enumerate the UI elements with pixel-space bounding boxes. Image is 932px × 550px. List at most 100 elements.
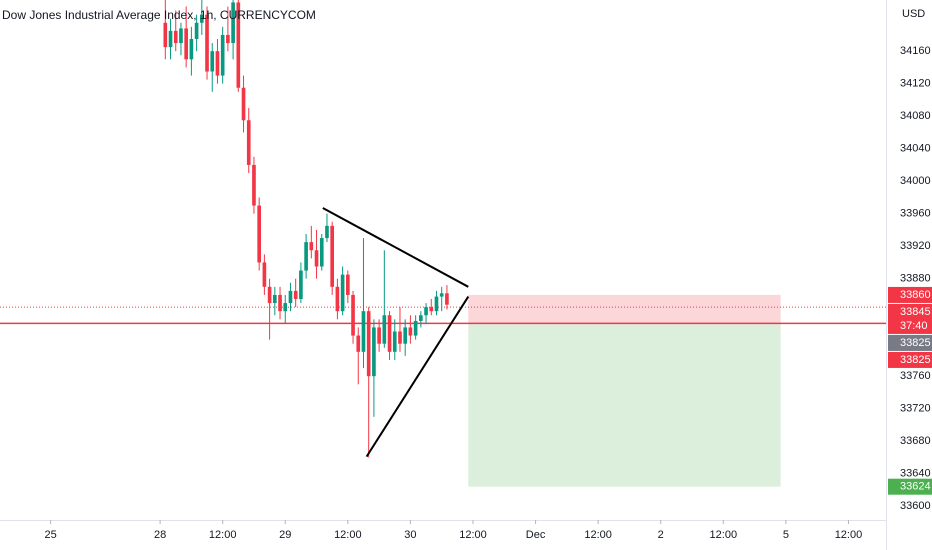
y-tick-label: 33880	[900, 273, 931, 285]
candle-body	[356, 335, 361, 352]
candle-body	[387, 315, 392, 352]
candle-body	[445, 293, 449, 305]
candle-body	[215, 51, 220, 76]
candle-body	[408, 327, 413, 336]
chart-title: Dow Jones Industrial Average Index, 1h, …	[2, 8, 316, 22]
x-tick-label: 29	[279, 529, 291, 541]
candle-body	[288, 290, 293, 304]
candle-body	[278, 294, 282, 312]
candle-body	[366, 311, 371, 377]
stop-zone	[468, 294, 781, 324]
y-tick-label: 34040	[900, 143, 931, 155]
candle-body	[325, 225, 329, 239]
candle-body	[335, 286, 340, 312]
x-tick-label: Dec	[526, 529, 546, 541]
candle-body	[429, 307, 434, 312]
candle-body	[163, 22, 168, 48]
y-tick-label: 34120	[900, 78, 931, 90]
candle-body	[179, 28, 183, 44]
price-label: 33825	[900, 337, 931, 349]
price-label-bg	[888, 334, 932, 351]
y-tick-label: 34000	[900, 175, 931, 187]
candle-body	[262, 262, 267, 287]
candle-body	[246, 120, 251, 165]
candle-body	[392, 331, 397, 352]
price-label: 33825	[900, 354, 931, 366]
candle-body	[419, 315, 423, 321]
candle-body	[283, 303, 288, 312]
x-tick-label: 5	[783, 529, 789, 541]
candle-body	[205, 14, 209, 72]
x-tick-label: 28	[154, 529, 166, 541]
x-tick-label: 12:00	[459, 529, 487, 541]
y-tick-label: 33720	[900, 403, 931, 415]
candle-body	[314, 250, 319, 267]
candle-body	[299, 270, 303, 299]
candle-body	[189, 39, 194, 60]
price-label: 33845	[900, 306, 931, 318]
candle-body	[439, 293, 444, 297]
x-tick-label: 12:00	[334, 529, 362, 541]
candle-body	[346, 274, 350, 295]
candle-body	[210, 51, 215, 72]
candle-body	[361, 311, 366, 352]
price-label-bg	[888, 351, 932, 368]
y-tick-label: 33920	[900, 240, 931, 252]
candle-body	[398, 331, 402, 344]
candle-body	[319, 238, 324, 267]
y-tick-label: 34160	[900, 45, 931, 57]
candle-body	[434, 296, 439, 312]
candle-body	[236, 2, 241, 88]
y-tick-label: 33600	[900, 500, 931, 512]
plot-area	[0, 0, 886, 487]
candle-body	[330, 225, 335, 287]
y-tick-label: 33960	[900, 208, 931, 220]
candle-body	[340, 274, 345, 312]
y-tick-label: 33760	[900, 370, 931, 382]
candle-body	[351, 294, 355, 336]
candle-body	[231, 2, 235, 44]
candle-body	[304, 242, 308, 271]
countdown-label: 37:40	[900, 320, 928, 332]
axes: 33600 33640 33680 33720 33760 33880 33920 33960…	[44, 45, 932, 541]
candle-body	[241, 87, 246, 121]
candle-body	[220, 34, 225, 76]
candle-body	[252, 164, 256, 206]
candle-body	[168, 30, 173, 48]
candle-body	[173, 30, 178, 44]
target-zone	[468, 323, 781, 487]
price-label-bg	[888, 478, 932, 495]
candle-body	[382, 315, 387, 344]
price-label: 33624	[900, 481, 931, 493]
x-tick-label: 12:00	[710, 529, 738, 541]
trendline	[322, 207, 469, 288]
candle-body	[199, 14, 204, 23]
candle-body	[184, 28, 188, 60]
price-label-bg	[888, 303, 932, 334]
x-tick-label: 30	[404, 529, 416, 541]
candle-body	[372, 327, 376, 377]
x-tick-label: 25	[44, 529, 56, 541]
y-tick-label: 34080	[900, 110, 931, 122]
candle-body	[413, 320, 418, 336]
candle-body	[377, 327, 381, 344]
candle-body	[403, 327, 408, 344]
price-label: 33860	[900, 289, 931, 301]
candle-body	[424, 307, 428, 316]
candle-body	[267, 286, 272, 304]
y-tick-label: 33680	[900, 435, 931, 447]
candle-body	[194, 22, 199, 39]
candle-body	[257, 205, 262, 263]
x-tick-label: 12:00	[835, 529, 863, 541]
x-tick-label: 12:00	[584, 529, 612, 541]
trendline	[365, 296, 470, 458]
x-tick-label: 12:00	[209, 529, 237, 541]
y-tick-label: 33640	[900, 468, 931, 480]
x-tick-label: 2	[658, 529, 664, 541]
currency-label: USD	[902, 8, 925, 20]
candle-body	[272, 294, 277, 304]
candle-body	[293, 290, 298, 299]
